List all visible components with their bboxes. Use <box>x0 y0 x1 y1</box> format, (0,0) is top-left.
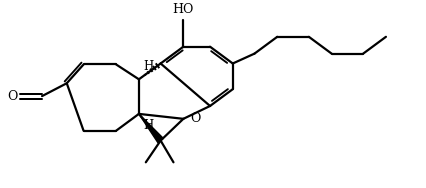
Text: H: H <box>143 119 153 132</box>
Text: H: H <box>143 60 153 73</box>
Text: HO: HO <box>172 3 193 16</box>
Text: O: O <box>190 112 200 125</box>
Text: O: O <box>7 90 17 103</box>
Polygon shape <box>138 114 163 143</box>
